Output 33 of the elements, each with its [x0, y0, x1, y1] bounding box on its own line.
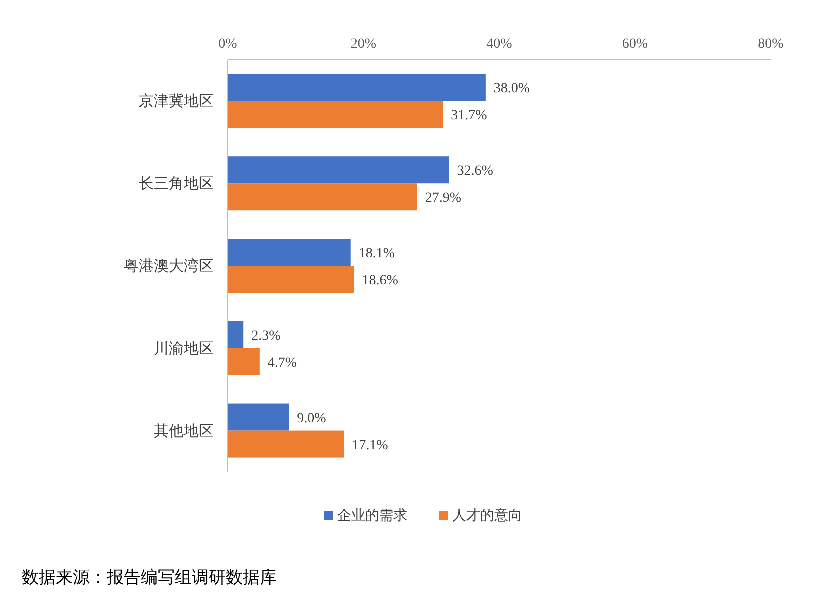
- data-label: 18.6%: [362, 274, 399, 288]
- bar: [228, 321, 244, 348]
- bar: [228, 348, 260, 376]
- y-tick-label: 川渝地区: [154, 340, 214, 358]
- data-label: 27.9%: [425, 191, 462, 206]
- y-tick-label: 长三角地区: [139, 176, 214, 193]
- data-label: 9.0%: [297, 411, 327, 426]
- bar: [228, 184, 418, 211]
- source-note: 数据来源：报告编写组调研数据库: [22, 568, 277, 587]
- y-tick-label: 其他地区: [154, 422, 214, 440]
- y-tick-label: 京津冀地区: [139, 93, 214, 110]
- bar: [228, 266, 354, 293]
- data-label: 38.0%: [494, 82, 530, 97]
- bar: [228, 430, 344, 458]
- x-tick-label: 20%: [350, 37, 377, 52]
- bar: [228, 239, 351, 266]
- bar: [228, 74, 486, 102]
- data-label: 2.3%: [252, 328, 282, 344]
- data-label: 4.7%: [268, 356, 298, 371]
- data-label: 18.1%: [358, 246, 396, 262]
- data-label: 32.6%: [457, 164, 494, 180]
- legend-label: 人才的意向: [452, 508, 522, 524]
- bar: [228, 404, 290, 431]
- x-tick-label: 40%: [486, 37, 513, 52]
- bar: [228, 101, 444, 128]
- legend-label: 企业的需求: [338, 508, 408, 524]
- bar: [228, 156, 450, 184]
- x-tick-label: 80%: [758, 37, 784, 52]
- x-tick-label: 60%: [622, 37, 648, 52]
- data-label: 31.7%: [451, 108, 488, 124]
- data-label: 17.1%: [352, 438, 389, 454]
- x-tick-label: 0%: [218, 37, 238, 52]
- y-tick-label: 粤港澳大湾区: [124, 258, 214, 275]
